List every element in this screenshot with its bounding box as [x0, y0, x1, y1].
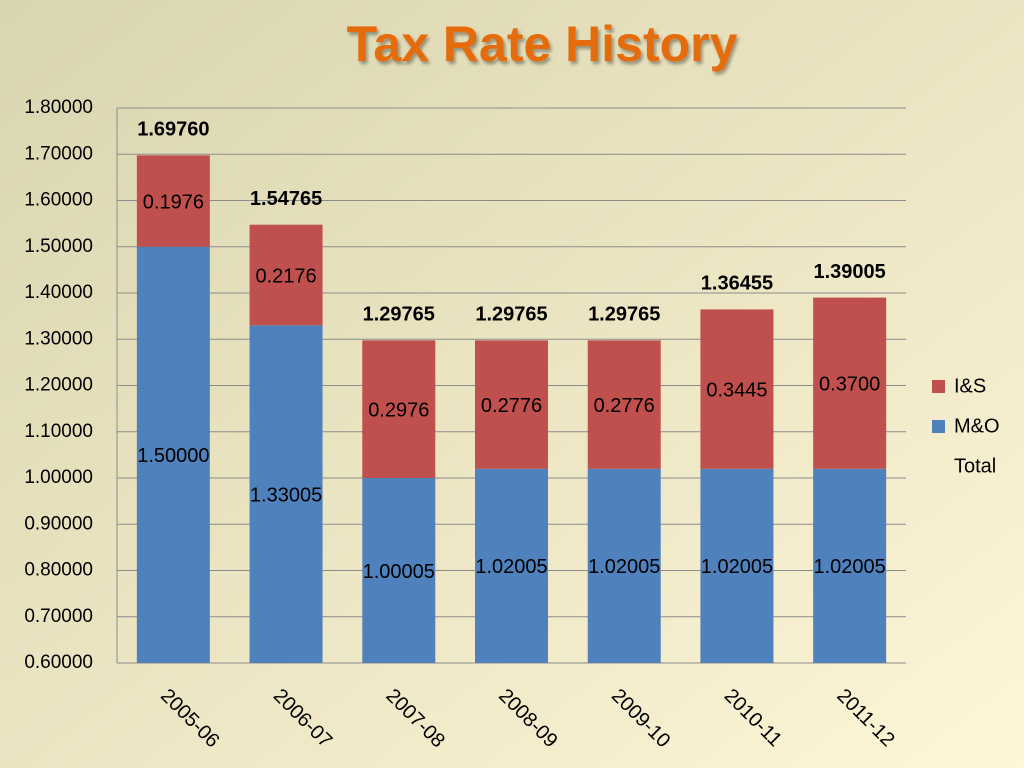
y-tick-label: 1.20000	[24, 375, 93, 396]
bar-segment	[136, 246, 210, 663]
value-label: 0.1976	[143, 191, 204, 213]
value-label: 0.3700	[819, 373, 880, 395]
bar-segment	[249, 224, 323, 326]
value-label: 1.02005	[475, 556, 547, 578]
y-tick-label: 1.40000	[24, 282, 93, 303]
value-label: 0.2176	[255, 265, 316, 287]
y-tick-label: 1.10000	[24, 421, 93, 442]
y-tick-label: 0.80000	[24, 560, 93, 581]
y-tick-label: 1.50000	[24, 236, 93, 257]
total-label: 1.29765	[475, 304, 547, 326]
total-label: 1.29765	[363, 304, 435, 326]
legend-swatch	[932, 380, 945, 393]
value-label: 1.02005	[701, 556, 773, 578]
y-tick-label: 1.80000	[24, 97, 93, 118]
value-label: 1.02005	[588, 556, 660, 578]
total-label: 1.54765	[250, 188, 322, 210]
value-label: 0.2976	[368, 399, 429, 421]
total-label: 1.29765	[588, 304, 660, 326]
value-label: 1.00005	[363, 561, 435, 583]
value-label: 1.02005	[813, 556, 885, 578]
legend-swatch	[932, 420, 945, 433]
bar-segment	[136, 155, 210, 247]
y-tick-label: 0.70000	[24, 606, 93, 627]
legend-label: Total	[954, 455, 996, 477]
y-tick-label: 0.60000	[24, 652, 93, 673]
value-label: 0.2776	[481, 395, 542, 417]
bar-segment	[475, 468, 548, 663]
bar-segment	[813, 297, 887, 469]
chart-title: Tax Rate History	[347, 16, 738, 72]
bar-segment	[700, 309, 774, 469]
y-tick-label: 1.30000	[24, 328, 93, 349]
total-label: 1.36455	[701, 273, 773, 295]
bar-segment	[362, 340, 436, 478]
bar-segment	[587, 468, 661, 663]
value-label: 1.50000	[137, 445, 209, 467]
y-tick-label: 1.60000	[24, 190, 93, 211]
y-tick-label: 1.00000	[24, 467, 93, 488]
value-label: 0.2776	[594, 395, 655, 417]
value-label: 1.33005	[250, 484, 322, 506]
total-label: 1.39005	[813, 261, 885, 283]
bar-segment	[813, 468, 887, 663]
total-label: 1.69760	[137, 119, 209, 141]
bar-segment	[700, 468, 774, 663]
y-tick-label: 0.90000	[24, 513, 93, 534]
bar-segment	[587, 340, 661, 469]
legend-label: M&O	[954, 415, 1000, 437]
y-tick-label: 1.70000	[24, 143, 93, 164]
bar-segment	[475, 340, 548, 469]
legend-label: I&S	[954, 375, 986, 397]
bar-segment	[362, 477, 436, 663]
value-label: 0.3445	[706, 379, 767, 401]
bar-segment	[249, 325, 323, 663]
